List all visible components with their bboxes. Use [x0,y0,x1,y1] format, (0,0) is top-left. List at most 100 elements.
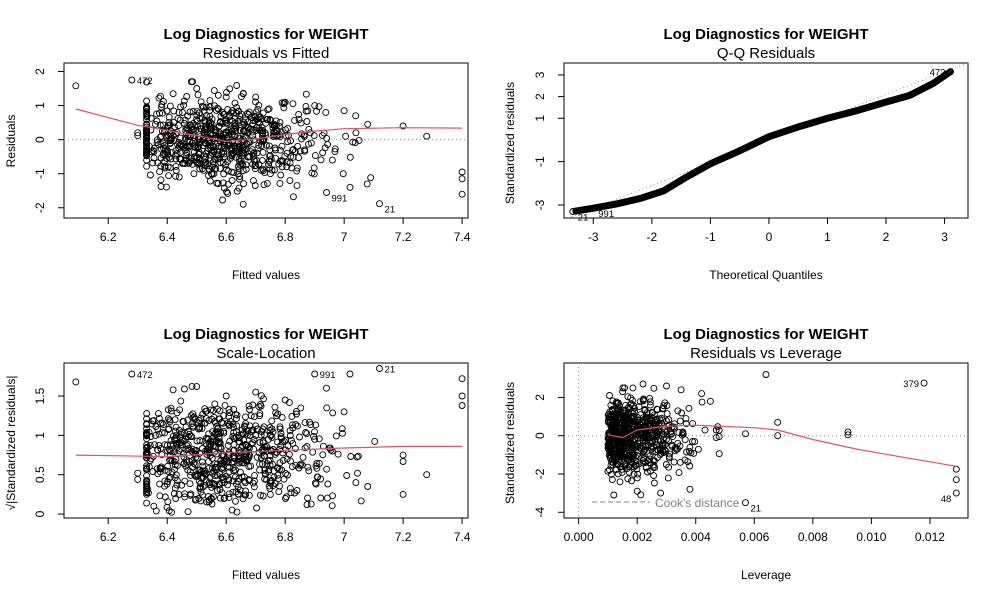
x-tick-label: 6.2 [100,530,117,544]
data-point [658,405,666,413]
data-point [250,152,258,160]
data-point [216,130,224,138]
plot-frame [63,62,469,219]
data-point [307,500,315,508]
data-point [214,425,222,433]
data-point [458,168,466,176]
data-point [206,137,213,144]
data-point [246,406,253,413]
data-point [229,149,237,157]
data-point [189,107,197,115]
data-point [660,449,668,456]
data-point [293,422,301,430]
data-point [249,401,257,409]
data-point [663,410,671,418]
plot-marks: -3 -2 -1 0 1 2 3 -3 -1 1 2 3 472 21 991 [533,62,969,244]
smooth-line [607,424,957,467]
data-point [641,406,649,414]
chart-title: Log Diagnostics for WEIGHT [664,326,869,343]
data-point [651,464,659,471]
data-point [207,129,215,137]
data-point [621,420,628,428]
point-label: 21 [578,212,589,223]
data-point [165,425,173,433]
data-point [267,477,275,484]
data-point [283,149,291,157]
data-point [946,68,954,76]
data-point [650,444,658,451]
data-point [625,468,633,476]
data-point [192,158,200,166]
data-point [249,439,257,447]
data-point [207,151,214,159]
data-point [174,140,181,148]
data-point [635,403,643,411]
data-point [630,470,638,478]
data-point [164,478,172,486]
data-point [309,448,317,456]
data-point [181,119,188,127]
data-point [274,471,282,479]
data-point [241,477,248,485]
data-point [671,447,679,455]
data-point [161,493,169,501]
data-point [289,421,296,429]
data-point [287,457,294,465]
data-point [331,145,339,153]
data-point [274,438,281,446]
data-point [294,142,302,150]
data-point [143,464,151,472]
data-point [211,400,219,408]
data-point [650,472,658,480]
data-point [670,423,678,431]
data-point [617,416,625,423]
data-point [225,412,233,420]
data-point [221,142,229,150]
data-point [239,441,246,449]
smooth-line [75,108,463,143]
data-point [645,415,653,423]
x-tick-label: 0 [766,230,773,244]
data-point [261,475,269,483]
data-point [220,150,228,158]
data-point [235,142,243,150]
data-point [269,460,276,468]
data-point [250,126,258,134]
data-point [199,491,206,499]
data-point [685,447,693,455]
x-tick-label: 0.006 [739,530,769,544]
x-tick-label: 0.010 [856,530,886,544]
data-point [240,180,248,188]
y-tick-label: 0 [533,432,547,439]
data-point [147,433,155,440]
data-point [295,154,303,162]
data-point [643,417,651,425]
chart-subtitle: Residuals vs Fitted [203,45,330,62]
x-axis-label: Theoretical Quantiles [709,268,822,282]
data-point [262,442,270,450]
data-point [620,442,627,450]
data-point [351,139,359,147]
data-point [621,384,629,392]
data-point [276,179,284,187]
x-tick-label: 6.6 [218,530,235,544]
data-point [175,490,183,498]
y-axis-label: Standardized residuals [503,382,517,504]
data-point [205,430,213,438]
x-tick-label: 7 [341,530,348,544]
x-tick-label: -1 [705,230,716,244]
data-point [295,110,303,118]
data-point [660,402,668,410]
data-point [190,413,198,421]
data-point [213,460,221,468]
y-tick-label: 2 [533,93,547,100]
data-point [352,112,360,120]
data-point [247,462,255,470]
data-point [685,404,693,412]
data-point [184,416,192,424]
data-point [151,441,159,449]
data-point [458,402,466,409]
data-point [148,420,156,428]
data-point [259,167,267,175]
data-point [189,446,197,454]
